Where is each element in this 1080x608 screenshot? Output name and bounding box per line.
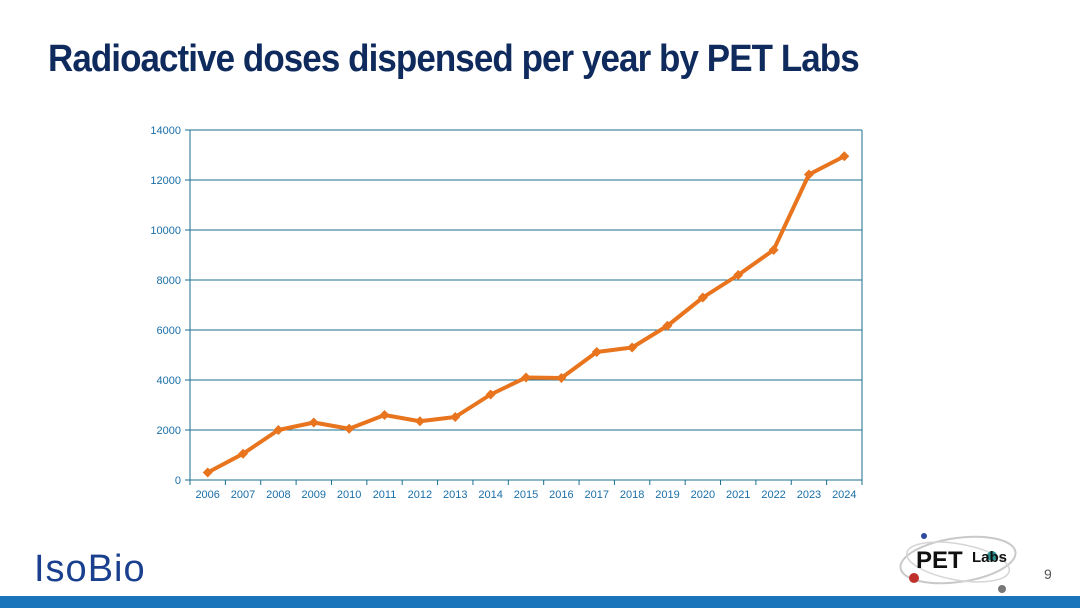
x-tick-label: 2009: [302, 489, 326, 501]
y-tick-label: 8000: [157, 275, 181, 287]
electron-teal-icon: [987, 551, 997, 561]
y-axis-tick-labels: 0 2000 4000 6000 8000 10000 12000 14000: [150, 125, 181, 487]
y-tick-label: 4000: [157, 375, 181, 387]
x-tick-label: 2022: [761, 489, 785, 501]
slide-title: Radioactive doses dispensed per year by …: [48, 38, 860, 80]
x-tick-label: 2014: [478, 489, 502, 501]
data-point-2017: [591, 347, 602, 357]
petlabs-labs-text: Labs: [972, 549, 1007, 566]
petlabs-pet-text: PET: [916, 547, 963, 574]
y-tick-label: 2000: [157, 425, 181, 437]
data-point-2023: [803, 169, 814, 180]
data-point-2021: [733, 270, 744, 280]
y-tick-label: 6000: [157, 325, 181, 337]
x-tick-label: 2015: [514, 489, 538, 501]
data-point-2012: [414, 416, 425, 427]
x-tick-label: 2018: [620, 489, 644, 501]
x-tick-label: 2016: [549, 489, 573, 501]
electron-blue-icon: [921, 533, 927, 539]
x-tick-label: 2007: [231, 489, 255, 501]
line-chart: 0 2000 4000 6000 8000 10000 12000 14000 2006 200…: [130, 115, 890, 510]
y-tick-label: 12000: [150, 175, 181, 187]
isobio-logo: IsoBio: [34, 545, 164, 589]
petlabs-logo: PET Labs: [898, 528, 1028, 598]
y-tick-label: 0: [175, 475, 181, 487]
data-point-2022: [768, 245, 779, 255]
x-tick-label: 2006: [195, 489, 219, 501]
x-tick-label: 2013: [443, 489, 467, 501]
data-point-2014: [485, 389, 496, 400]
series-line: [205, 154, 847, 475]
data-point-2010: [344, 423, 355, 434]
x-tick-label: 2023: [797, 489, 821, 501]
y-tick-label: 14000: [150, 125, 181, 137]
x-tick-label: 2019: [655, 489, 679, 501]
orbit-ring-2: [905, 541, 1011, 583]
page-number: 9: [1044, 566, 1052, 582]
isobio-logo-text: IsoBio: [34, 548, 146, 589]
x-tick-label: 2012: [408, 489, 432, 501]
orbit-ring-1: [899, 535, 1017, 585]
petlabs-logo-mark: PET Labs: [899, 533, 1017, 593]
footer-bar: [0, 596, 1080, 608]
x-tick-label: 2008: [266, 489, 290, 501]
chart-series: [202, 151, 850, 478]
x-tick-label: 2011: [373, 489, 397, 501]
data-point-2009: [308, 417, 319, 428]
data-point-2006: [202, 467, 213, 478]
data-point-2018: [627, 342, 638, 353]
data-point-2019: [662, 320, 673, 331]
data-point-2024: [839, 151, 850, 162]
data-point-2015: [521, 372, 531, 383]
isobio-logo-mark: IsoBio: [34, 548, 146, 589]
x-tick-label: 2021: [726, 489, 750, 501]
y-tick-label: 10000: [150, 225, 181, 237]
electron-red-icon: [909, 573, 919, 583]
x-tick-label: 2020: [691, 489, 715, 501]
x-axis-tick-labels: 2006 2007 2008 2009 2010 2011 2012 2013 2014 2015…: [195, 489, 856, 501]
data-point-2016: [556, 373, 567, 383]
data-point-2020: [697, 292, 708, 303]
x-tick-label: 2010: [337, 489, 361, 501]
data-point-2008: [273, 425, 284, 435]
x-tick-label: 2024: [832, 489, 856, 501]
electron-grey-icon: [998, 585, 1006, 593]
data-point-2013: [450, 412, 461, 422]
x-tick-label: 2017: [584, 489, 608, 501]
data-point-2011: [379, 410, 390, 420]
chart-axes: [185, 129, 863, 485]
data-point-2007: [238, 448, 249, 459]
